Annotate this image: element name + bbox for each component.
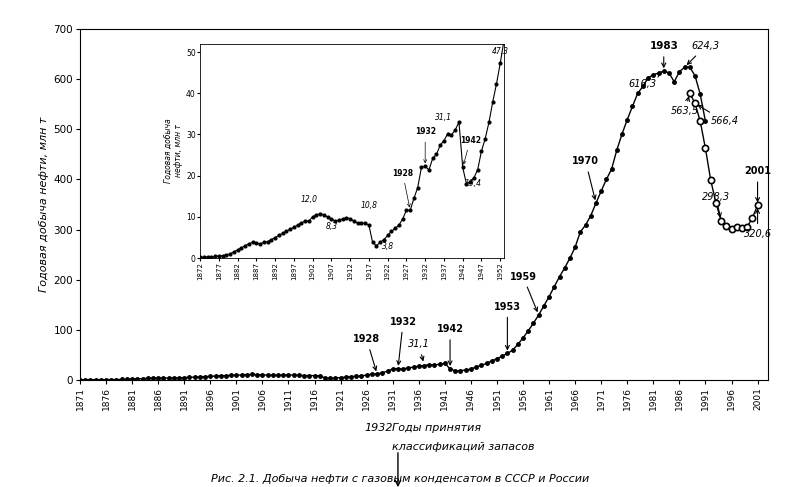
Text: 566,4: 566,4 (698, 106, 738, 127)
Text: 1959: 1959 (510, 272, 538, 311)
Text: 563,5: 563,5 (670, 97, 698, 116)
Text: 1928: 1928 (392, 169, 414, 207)
Text: 1932: 1932 (414, 128, 436, 163)
Text: 2001: 2001 (744, 167, 771, 202)
Text: классификаций запасов: классификаций запасов (392, 443, 534, 452)
Text: 1942: 1942 (460, 136, 481, 164)
Text: 19,4: 19,4 (465, 179, 482, 188)
Text: 1983: 1983 (650, 41, 678, 67)
Text: Рис. 2.1. Добыча нефти с газовым конденсатом в СССР и России: Рис. 2.1. Добыча нефти с газовым конденс… (211, 474, 589, 484)
Text: 12,0: 12,0 (300, 195, 318, 205)
Text: 1928: 1928 (353, 334, 380, 370)
Text: 8,3: 8,3 (326, 222, 338, 231)
Y-axis label: Годовая добыча
нефти, млн т: Годовая добыча нефти, млн т (164, 119, 183, 183)
Text: 298,3: 298,3 (702, 191, 730, 217)
Text: 3,8: 3,8 (382, 242, 394, 251)
Text: 1932: 1932 (364, 423, 393, 433)
Text: 1932: 1932 (390, 317, 417, 365)
Text: 47,3: 47,3 (492, 47, 509, 56)
Text: 10,8: 10,8 (360, 201, 378, 210)
Text: 1953: 1953 (494, 302, 521, 349)
Text: 31,1: 31,1 (408, 339, 430, 360)
Text: Годы принятия: Годы принятия (392, 423, 481, 433)
Text: 624,3: 624,3 (687, 41, 719, 64)
Text: 320,6: 320,6 (743, 209, 772, 239)
Text: 1942: 1942 (437, 324, 463, 365)
Y-axis label: Годовая добыча нефти, млн т: Годовая добыча нефти, млн т (39, 117, 50, 292)
Text: 616,3: 616,3 (629, 73, 660, 89)
Text: 1970: 1970 (572, 156, 599, 199)
Text: 31,1: 31,1 (435, 113, 453, 122)
